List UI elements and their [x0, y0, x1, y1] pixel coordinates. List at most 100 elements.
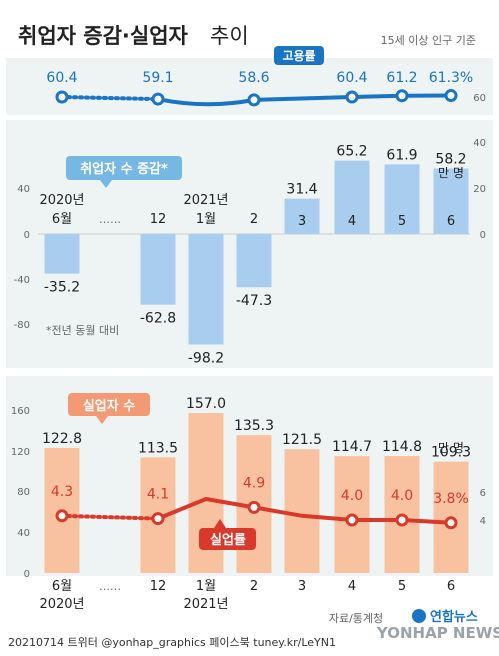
- employment-rate-point: [444, 89, 458, 103]
- employment-change-value-label: 31.4: [286, 182, 317, 198]
- x-axis-month-label: 4: [348, 579, 356, 594]
- footer-credit: 20210714 트위터 @yonhap_graphics 페이스북 tuney…: [8, 636, 336, 649]
- employment-change-category-label: 6: [447, 214, 455, 229]
- employment-change-value-label: -98.2: [188, 350, 224, 366]
- unemployment-rate-label-pointer: [214, 519, 226, 528]
- employment-change-bar: [140, 234, 176, 305]
- x-axis-month-label: 6월: [52, 579, 72, 594]
- employment-change-ytick-left: -80: [14, 320, 30, 331]
- watermark: YONHAP NEWS: [376, 624, 499, 642]
- unemployed-value-label: 109.3: [431, 445, 471, 461]
- employment-change-value-label: 61.9: [386, 147, 417, 163]
- employment-change-value-label: 65.2: [336, 144, 367, 160]
- unemployed-unit: 만 명: [438, 441, 464, 455]
- unemployment-rate-value-label: 4.0: [391, 488, 413, 504]
- employment-change-bar: [188, 234, 224, 345]
- employment-rate-label: 고용률: [282, 48, 315, 63]
- x-axis-month-label: 2: [250, 579, 258, 594]
- unemployment-rate-point: [247, 500, 261, 514]
- employment-rate-value-label: 61.2: [386, 70, 417, 86]
- unemployment-rate-value-label: 4.9: [243, 475, 265, 491]
- employment-change-ytick-right: 40: [473, 138, 486, 149]
- unemployed-value-label: 113.5: [138, 440, 178, 456]
- employment-rate-point: [345, 90, 359, 104]
- category-label: 12: [150, 212, 167, 227]
- category-year-label: 2021년: [183, 193, 228, 208]
- yonhap-logo-icon: [412, 609, 426, 623]
- unemployed-label: 실업자 수: [83, 398, 135, 414]
- unemployed-value-label: 114.7: [332, 439, 372, 455]
- employment-change-category-label: 5: [398, 214, 406, 229]
- unemployment-rate-point: [395, 513, 409, 527]
- employment-change-label-box: [66, 156, 182, 180]
- category-label: 2: [250, 212, 258, 227]
- employment-change-value-label: 58.2: [435, 152, 466, 168]
- unemployment-rate-label: 실업률: [210, 532, 246, 548]
- employment-change-bar: [236, 234, 272, 288]
- unemployment-rate-ytick-right: 4: [480, 516, 486, 527]
- unemployed-ytick-left: 80: [17, 487, 30, 498]
- unemployment-rate-ytick-right: 6: [480, 488, 486, 499]
- unemployed-bar: [284, 449, 320, 573]
- employment-change-bar: [384, 164, 420, 234]
- employment-change-category-label: 4: [348, 214, 356, 229]
- employment-rate-value-label: 60.4: [46, 70, 77, 86]
- employment-change-value-label: -35.2: [44, 280, 80, 296]
- category-label: 6월: [52, 212, 72, 227]
- x-axis-month-label: 6: [447, 579, 455, 594]
- employment-rate-point: [247, 93, 261, 107]
- x-axis-month-label: 5: [398, 579, 406, 594]
- employment-rate-ytick: 60: [473, 93, 486, 104]
- unemployed-value-label: 114.8: [382, 439, 422, 455]
- unemployment-rate-point: [345, 513, 359, 527]
- unemployment-rate-label-box: [199, 528, 256, 550]
- employment-change-footnote: *전년 동월 대비: [46, 324, 119, 337]
- source-label: 자료/통계청: [329, 612, 383, 625]
- employment-change-ytick-right: 0: [480, 230, 486, 241]
- unemployment-rate-dotted-line: [60, 513, 160, 521]
- x-axis-month-label: 3: [298, 579, 306, 594]
- employment-change-bar: [334, 160, 370, 234]
- unemployed-ytick-left: 40: [17, 528, 30, 539]
- employment-rate-dotted-line: [60, 95, 160, 102]
- unemployment-rate-value-label: 4.0: [341, 488, 363, 504]
- employment-rate-line: [157, 93, 452, 107]
- x-axis-month-label: 1월: [196, 579, 216, 594]
- employment-change-bar: [284, 198, 320, 234]
- employment-rate-value-label: 58.6: [238, 70, 269, 86]
- employment-rate-point: [395, 89, 409, 103]
- unemployed-label-box: [68, 393, 150, 416]
- category-year-label: 2020년: [39, 193, 84, 208]
- x-axis-ellipsis: ……: [99, 580, 121, 593]
- page-title: 취업자 증감·실업자: [18, 24, 189, 48]
- logo-text: 연합뉴스: [430, 609, 478, 625]
- x-axis-month-label: 12: [150, 579, 167, 594]
- x-axis-year-label: 2021년: [183, 597, 228, 612]
- unemployed-ytick-left: 120: [11, 447, 30, 458]
- employment-change-ytick-right: 20: [473, 184, 486, 195]
- employment-change-value-label: -62.8: [140, 311, 176, 327]
- subtitle: 15세 이상 인구 기준: [381, 34, 476, 47]
- category-label: 1월: [196, 212, 216, 227]
- unemployed-value-label: 121.5: [282, 432, 322, 448]
- unemployment-rate-point: [55, 509, 69, 523]
- employment-rate-point: [55, 90, 69, 104]
- employment-rate-label-box: [274, 46, 324, 65]
- employment-rate-point: [151, 92, 165, 106]
- employment-rate-panel: [6, 58, 493, 115]
- employment-change-ytick-left: 0: [24, 230, 30, 241]
- x-axis-year-label: 2020년: [39, 597, 84, 612]
- employment-change-category-label: 3: [298, 214, 306, 229]
- employment-change-ytick-left: -40: [14, 275, 30, 286]
- page-title-tail: 추이: [210, 24, 249, 48]
- employment-change-ytick-left: 40: [17, 184, 30, 195]
- unemployed-label-pointer: [96, 416, 108, 424]
- unemployed-value-label: 157.0: [186, 396, 226, 412]
- employment-change-bar: [433, 168, 469, 234]
- unemployed-ytick-left: 0: [24, 569, 30, 580]
- unemployed-value-label: 122.8: [42, 431, 82, 447]
- employment-change-bar: [44, 234, 80, 274]
- unemployment-rate-point: [444, 516, 458, 530]
- category-ellipsis: ……: [99, 213, 121, 226]
